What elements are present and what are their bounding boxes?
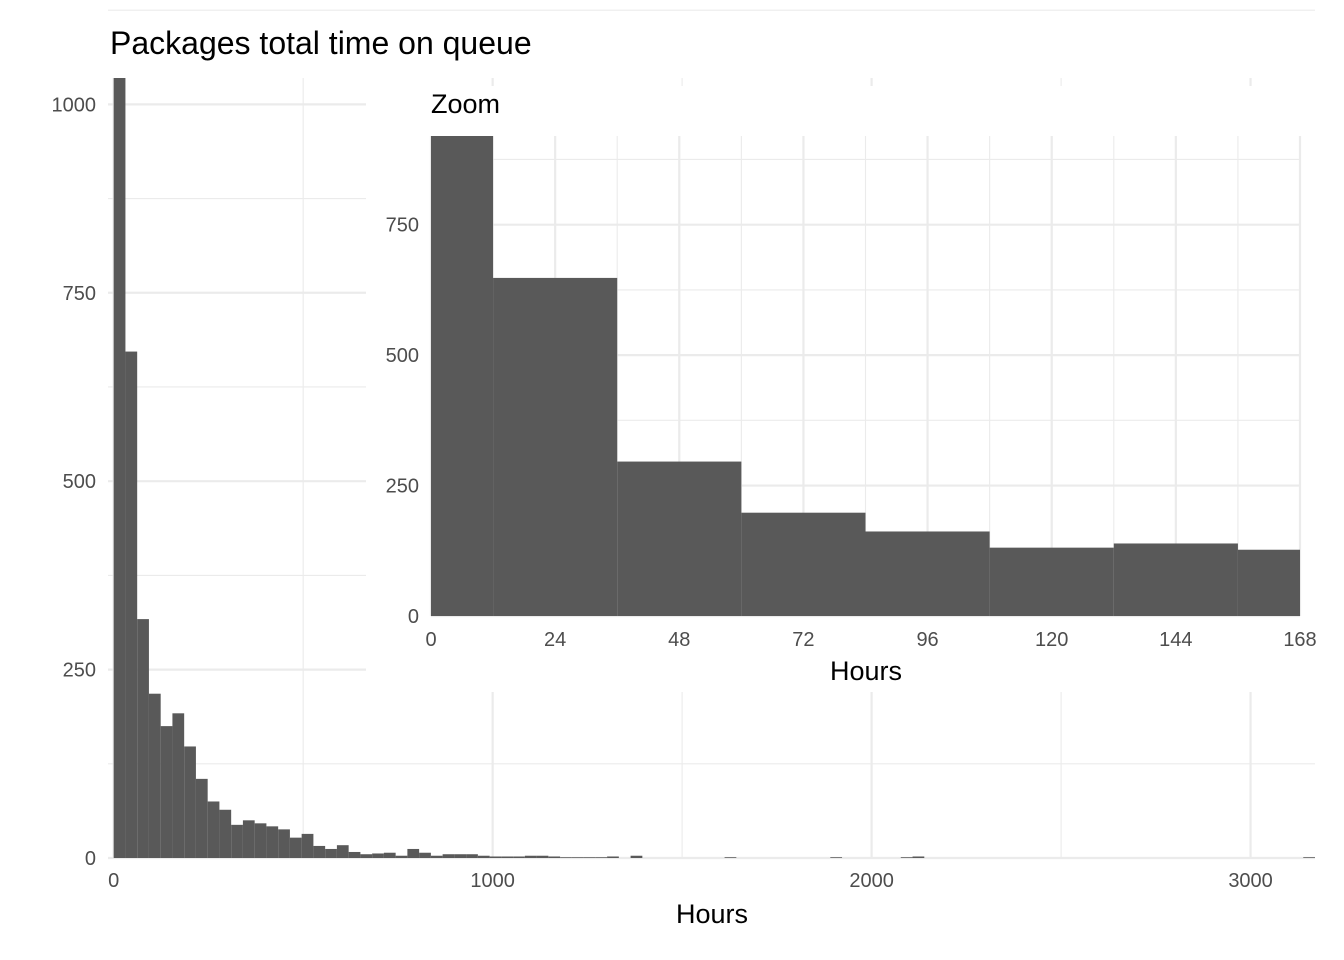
main-x-tick-label: 3000: [1228, 870, 1273, 892]
main-histogram-bar: [607, 856, 619, 858]
zoom-x-tick-label: 72: [792, 629, 814, 651]
zoom-histogram-bar: [1237, 549, 1300, 616]
zoom-histogram-bars: [431, 136, 1300, 616]
main-histogram-bar: [477, 855, 490, 858]
main-histogram-bar: [583, 857, 596, 858]
zoom-y-tick-label: 250: [386, 476, 419, 498]
zoom-inset-title: Zoom: [431, 89, 500, 119]
zoom-histogram-bar: [1113, 543, 1238, 616]
main-histogram-bar: [595, 857, 608, 858]
main-histogram-bars: [113, 78, 1315, 858]
zoom-x-tick-label: 48: [668, 629, 690, 651]
main-histogram-bar: [442, 854, 455, 858]
zoom-y-tick-labels: 0 250 500 750: [386, 215, 419, 628]
main-histogram-bar: [160, 726, 173, 858]
main-y-tick-label: 750: [63, 283, 96, 305]
main-x-axis-title: Hours: [676, 899, 748, 929]
main-histogram-bar: [524, 855, 537, 858]
main-histogram-bar: [395, 855, 408, 858]
main-y-tick-label: 500: [63, 471, 96, 493]
zoom-x-tick-label: 96: [916, 629, 938, 651]
zoom-histogram-bar: [865, 531, 990, 616]
zoom-x-tick-labels: 0 24 48 72 96 120 144 168: [425, 629, 1316, 651]
chart-title: Packages total time on queue: [110, 25, 532, 61]
main-histogram-bar: [148, 693, 161, 858]
main-histogram-bar: [125, 351, 138, 858]
main-histogram-bar: [254, 823, 267, 858]
main-histogram-bar: [407, 848, 420, 858]
main-histogram-bar: [278, 829, 290, 858]
zoom-y-tick-label: 0: [408, 606, 419, 628]
main-histogram-bar: [242, 820, 255, 858]
main-histogram-bar: [360, 854, 373, 858]
main-histogram-bar: [454, 854, 467, 858]
main-histogram-bar: [630, 855, 643, 858]
main-histogram-bar: [489, 856, 502, 858]
main-histogram-bar: [207, 801, 220, 858]
main-x-tick-labels: 0 1000 2000 3000: [108, 870, 1273, 892]
main-histogram-bar: [348, 851, 361, 858]
main-histogram-bar: [325, 848, 337, 858]
main-histogram-bar: [184, 746, 196, 858]
zoom-x-tick-label: 120: [1035, 629, 1068, 651]
main-histogram-bar: [466, 854, 478, 858]
main-histogram-bar: [571, 857, 584, 858]
main-histogram-bar: [513, 856, 525, 858]
main-y-tick-label: 250: [63, 660, 96, 682]
zoom-histogram-bar: [493, 277, 618, 616]
zoom-x-tick-label: 144: [1159, 629, 1192, 651]
main-histogram-bar: [383, 852, 396, 858]
main-x-tick-label: 1000: [470, 870, 515, 892]
main-histogram-bar: [560, 857, 572, 858]
main-histogram-bar: [172, 713, 185, 858]
main-histogram-bar: [501, 856, 514, 858]
main-histogram-bar: [301, 833, 314, 858]
main-histogram-bar: [289, 837, 302, 858]
main-x-tick-label: 2000: [849, 870, 894, 892]
main-histogram-bar: [113, 78, 126, 858]
main-histogram-bar: [912, 856, 925, 858]
main-histogram-bar: [313, 845, 326, 858]
main-histogram-bar: [430, 855, 443, 858]
main-histogram-bar: [548, 856, 561, 858]
zoom-histogram-bar: [431, 136, 494, 616]
zoom-x-tick-label: 168: [1283, 629, 1316, 651]
main-histogram-bar: [372, 853, 384, 858]
main-histogram-bar: [195, 778, 208, 858]
main-histogram-bar: [1303, 857, 1315, 858]
main-y-tick-label: 1000: [52, 94, 97, 116]
main-histogram-bar: [536, 855, 549, 858]
main-y-tick-label: 0: [85, 848, 96, 870]
zoom-histogram-bar: [989, 547, 1114, 616]
main-histogram-bar: [419, 852, 431, 858]
zoom-x-axis-title: Hours: [830, 656, 902, 686]
main-histogram-bar: [336, 845, 349, 858]
main-histogram-bar: [137, 619, 149, 858]
zoom-y-tick-label: 500: [386, 345, 419, 367]
zoom-y-tick-label: 750: [386, 215, 419, 237]
main-histogram-bar: [219, 809, 232, 858]
zoom-inset: Zoom 0 250 500 750 0 24 48 72 96 120 144 168 Hours: [366, 86, 1317, 692]
main-histogram-bar: [900, 857, 913, 858]
zoom-histogram-bar: [617, 461, 742, 616]
zoom-histogram-bar: [741, 512, 866, 616]
zoom-x-tick-label: 24: [544, 629, 566, 651]
main-histogram-bar: [266, 826, 279, 858]
main-histogram-bar: [231, 824, 243, 858]
main-histogram-bar: [724, 857, 737, 858]
main-histogram-bar: [830, 857, 843, 858]
main-y-tick-labels: 0 250 500 750 1000: [52, 94, 97, 870]
main-x-tick-label: 0: [108, 870, 119, 892]
zoom-x-tick-label: 0: [425, 629, 436, 651]
